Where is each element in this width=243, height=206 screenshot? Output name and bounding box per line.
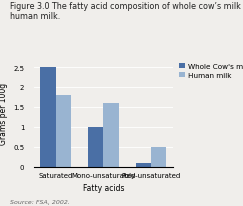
Text: Source: FSA, 2002.: Source: FSA, 2002.: [10, 199, 69, 204]
Bar: [136, 163, 151, 167]
Legend: Whole Cow's milk, Human milk: Whole Cow's milk, Human milk: [179, 63, 243, 79]
Bar: [103, 103, 119, 167]
Bar: [56, 95, 71, 167]
Y-axis label: Grams per 100g: Grams per 100g: [0, 82, 8, 144]
Bar: [151, 147, 166, 167]
X-axis label: Fatty acids: Fatty acids: [83, 183, 124, 192]
Bar: [88, 127, 103, 167]
Bar: [40, 68, 56, 167]
Text: Figure 3.0 The fatty acid composition of whole cow’s milk and
human milk.: Figure 3.0 The fatty acid composition of…: [10, 2, 243, 21]
